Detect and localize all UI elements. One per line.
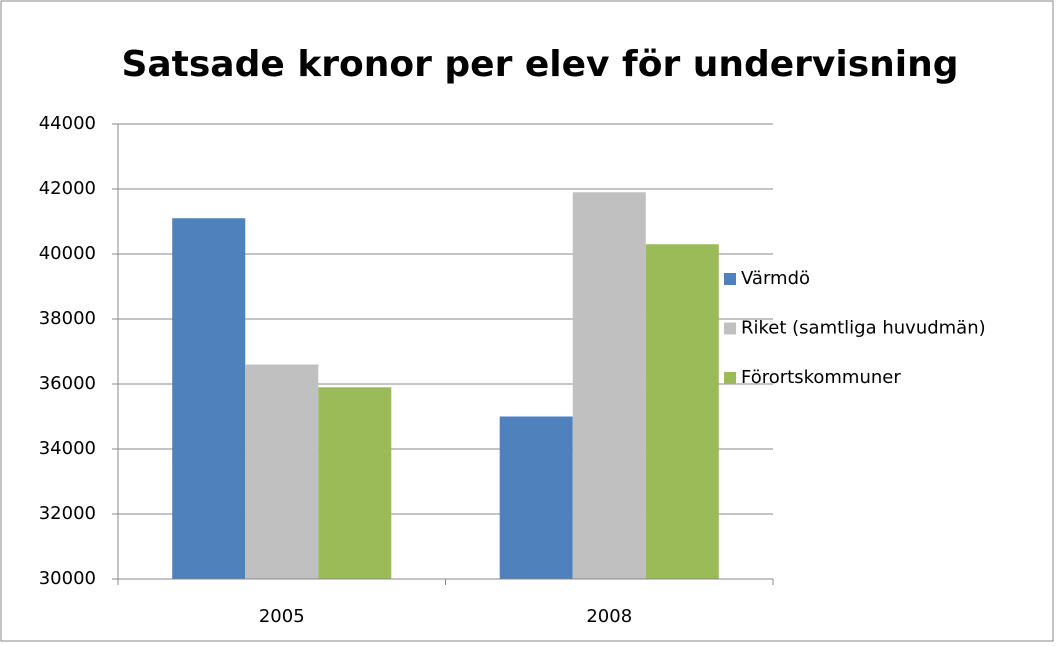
y-tick-label: 44000	[39, 113, 96, 134]
bar	[645, 244, 719, 579]
bar	[172, 218, 246, 579]
legend-label: Värmdö	[741, 268, 810, 289]
y-tick-label: 30000	[39, 568, 96, 589]
y-tick-label: 34000	[39, 438, 96, 459]
x-tick-label: 2005	[259, 606, 305, 627]
y-tick-label: 40000	[39, 243, 96, 264]
legend-swatch	[724, 372, 736, 384]
chart-title: Satsade kronor per elev för undervisning	[121, 44, 958, 85]
bar	[245, 364, 319, 579]
bar	[499, 416, 573, 579]
y-tick-label: 42000	[39, 178, 96, 199]
legend-swatch	[724, 322, 736, 335]
y-tick-label: 32000	[39, 503, 96, 524]
legend-swatch	[724, 273, 736, 285]
legend-label: Förortskommuner	[741, 367, 901, 388]
y-tick-label: 36000	[39, 373, 96, 394]
bar	[318, 387, 392, 579]
y-tick-label: 38000	[39, 308, 96, 329]
legend-label: Riket (samtliga huvudmän)	[741, 318, 986, 339]
bar	[572, 192, 646, 579]
x-tick-label: 2008	[586, 606, 632, 627]
